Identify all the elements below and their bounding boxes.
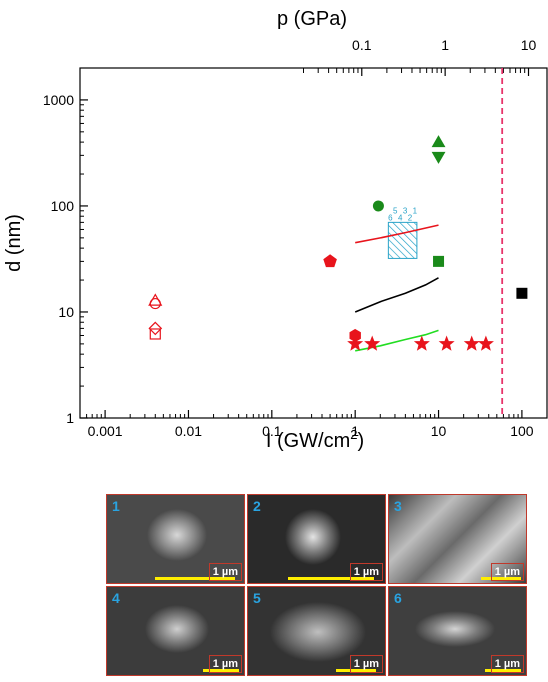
y-tick-label: 10 xyxy=(58,304,74,320)
box-label: 5 xyxy=(393,206,398,215)
x-tick-label: 1 xyxy=(351,423,359,439)
star-marker xyxy=(463,335,480,351)
star-marker xyxy=(438,335,455,351)
square-marker xyxy=(149,328,161,340)
x-axis-title-sup: 2 xyxy=(350,427,357,442)
star-marker xyxy=(347,335,364,351)
plot-frame xyxy=(79,67,548,419)
circle-marker xyxy=(372,200,384,212)
panel-number-5: 5 xyxy=(253,590,261,606)
top-tick-label: 0.1 xyxy=(352,37,372,53)
scale-label-3: 1 µm xyxy=(490,563,524,581)
scale-label-6: 1 µm xyxy=(490,655,524,673)
top-axis-title: p (GPa) xyxy=(277,8,347,30)
panel-number-1: 1 xyxy=(112,498,120,514)
sem-panel-2: 2 1 µm xyxy=(247,494,386,584)
top-tick-label: 10 xyxy=(521,37,537,53)
y-axis-title: d (nm) xyxy=(3,214,25,272)
x-axis-title-main: I (GW/cm xyxy=(266,430,350,452)
box-label: 6 xyxy=(388,213,393,222)
scale-label-4: 1 µm xyxy=(208,655,242,673)
panel-number-3: 3 xyxy=(394,498,402,514)
star-marker xyxy=(364,335,381,351)
sem-panel-6: 6 1 µm xyxy=(388,586,527,676)
square-marker xyxy=(516,287,528,299)
x-tick-label: 0.001 xyxy=(88,423,123,439)
sem-panel-4: 4 1 µm xyxy=(106,586,245,676)
pentagon-marker xyxy=(323,254,337,268)
scale-bar-4 xyxy=(203,669,239,672)
scale-label-5: 1 µm xyxy=(349,655,383,673)
triangle-up-marker xyxy=(148,293,163,306)
box-label: 4 xyxy=(398,213,403,222)
panel-number-4: 4 xyxy=(112,590,120,606)
panel-number-2: 2 xyxy=(253,498,261,514)
x-tick-label: 10 xyxy=(431,423,447,439)
triangle-up-marker xyxy=(431,135,446,148)
curve-line xyxy=(355,224,439,244)
scale-bar-1 xyxy=(155,577,235,580)
x-tick-label: 0.1 xyxy=(262,423,282,439)
x-tick-label: 100 xyxy=(510,423,534,439)
top-tick-label: 1 xyxy=(441,37,449,53)
scale-bar-3 xyxy=(481,577,521,580)
sem-panel-1: 1 1 µm xyxy=(106,494,245,584)
scale-label-2: 1 µm xyxy=(349,563,383,581)
star-marker xyxy=(477,335,494,351)
hatched-box xyxy=(387,221,418,259)
curve-line xyxy=(355,329,439,352)
box-label: 2 xyxy=(408,213,413,222)
square-marker xyxy=(433,255,445,267)
triangle-down-marker xyxy=(431,151,446,164)
sem-panel-5: 5 1 µm xyxy=(247,586,386,676)
x-axis-title-end: ) xyxy=(358,430,365,452)
axis-ticks: 0.001 0.01 0.1 1 10 100 1 10 100 1000 0.1 1 10 xyxy=(43,37,537,439)
y-tick-label: 1 xyxy=(66,410,74,426)
scale-bar-5 xyxy=(336,669,376,672)
box-label: 1 xyxy=(413,206,418,215)
scale-bar-2 xyxy=(288,577,374,580)
y-tick-label: 100 xyxy=(51,198,75,214)
x-tick-label: 0.01 xyxy=(175,423,202,439)
panel-number-6: 6 xyxy=(394,590,402,606)
scale-bar-6 xyxy=(485,669,521,672)
scale-label-1: 1 µm xyxy=(208,563,242,581)
sem-panel-3: 3 1 µm xyxy=(388,494,527,584)
star-marker xyxy=(413,335,430,351)
box-label: 3 xyxy=(403,206,408,215)
diamond-marker xyxy=(148,321,163,336)
curve-line xyxy=(354,277,439,313)
y-tick-label: 1000 xyxy=(43,92,74,108)
x-axis-title: I (GW/cm2) xyxy=(266,427,364,452)
